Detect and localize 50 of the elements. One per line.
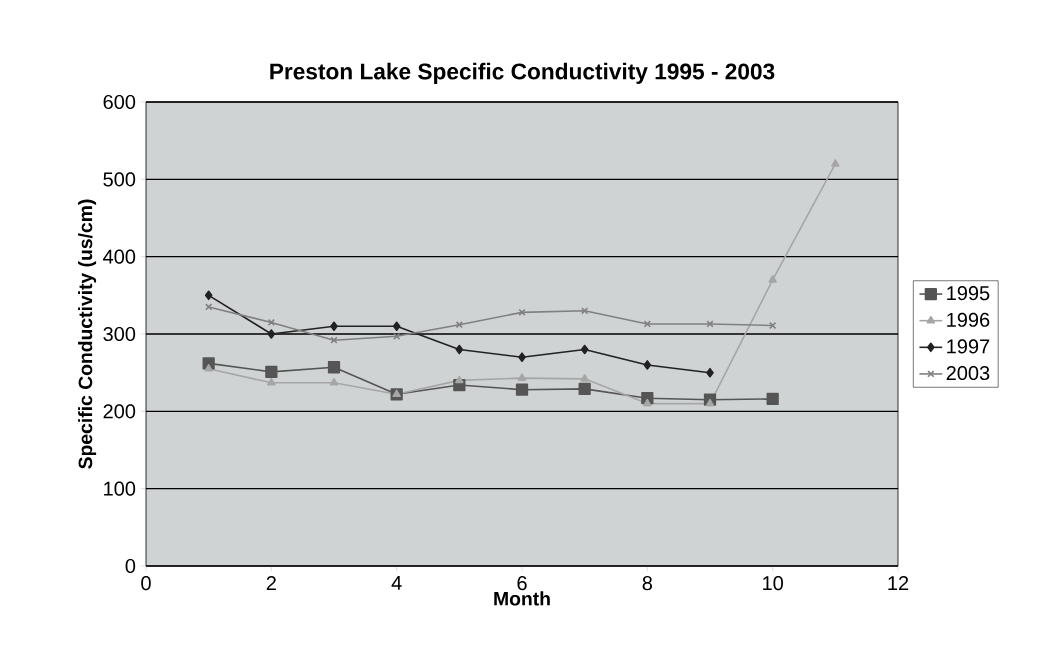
point bbox=[831, 159, 840, 167]
point bbox=[580, 374, 589, 382]
x-tick-label: 0 bbox=[141, 576, 151, 591]
point bbox=[265, 365, 278, 379]
y-tick-label: 200 bbox=[103, 404, 136, 419]
legend-label: 2003 bbox=[946, 365, 990, 381]
x-tick-label: 10 bbox=[763, 576, 783, 591]
x-tick-label: 6 bbox=[517, 576, 527, 591]
point bbox=[204, 290, 213, 301]
point bbox=[455, 375, 464, 384]
point bbox=[706, 367, 714, 378]
point bbox=[267, 377, 276, 386]
point bbox=[643, 360, 652, 370]
x-axis-title: Month bbox=[494, 591, 550, 606]
point bbox=[706, 320, 714, 328]
x-tick-label: 2 bbox=[266, 576, 276, 591]
point bbox=[517, 373, 527, 381]
x-tick-label: 12 bbox=[888, 576, 909, 591]
point bbox=[329, 377, 339, 386]
point bbox=[766, 392, 779, 406]
point bbox=[581, 307, 589, 315]
point bbox=[327, 361, 341, 374]
legend-label: 1995 bbox=[947, 286, 990, 301]
point bbox=[580, 344, 589, 355]
point bbox=[518, 352, 526, 362]
point bbox=[455, 321, 463, 329]
point bbox=[643, 398, 652, 407]
point bbox=[392, 321, 401, 332]
legend-label: 1997 bbox=[947, 339, 990, 354]
y-tick-label: 100 bbox=[104, 481, 136, 496]
point bbox=[267, 318, 275, 327]
point bbox=[267, 329, 276, 339]
point bbox=[204, 364, 213, 372]
point bbox=[768, 275, 777, 283]
y-axis-title: Specific Conductivity (us/cm) bbox=[78, 199, 97, 469]
point bbox=[578, 382, 591, 396]
x-tick-label: 4 bbox=[391, 576, 402, 590]
legend-label: 1996 bbox=[947, 312, 990, 327]
point bbox=[330, 321, 338, 332]
y-tick-label: 500 bbox=[103, 172, 136, 187]
y-tick-label: 400 bbox=[103, 249, 136, 264]
y-tick-label: 600 bbox=[103, 94, 136, 110]
chart-title: Preston Lake Specific Conductivity 1995 - 2003 bbox=[270, 62, 775, 84]
x-tick-label: 8 bbox=[642, 576, 653, 591]
point bbox=[455, 344, 464, 355]
y-tick-label: 0 bbox=[125, 558, 136, 574]
point bbox=[705, 398, 715, 407]
point bbox=[393, 332, 401, 340]
point bbox=[515, 383, 529, 396]
y-tick-label: 300 bbox=[103, 326, 136, 342]
